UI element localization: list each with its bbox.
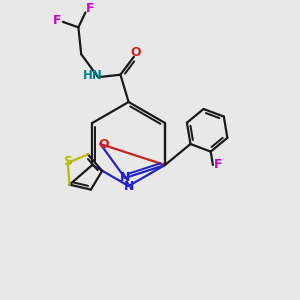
Text: O: O: [130, 46, 141, 59]
Text: F: F: [86, 2, 94, 15]
Text: F: F: [53, 14, 62, 27]
Text: N: N: [123, 179, 134, 193]
Text: HN: HN: [83, 69, 103, 82]
Text: F: F: [214, 158, 223, 171]
Text: N: N: [120, 172, 130, 184]
Text: O: O: [98, 137, 109, 151]
Text: S: S: [63, 155, 72, 168]
